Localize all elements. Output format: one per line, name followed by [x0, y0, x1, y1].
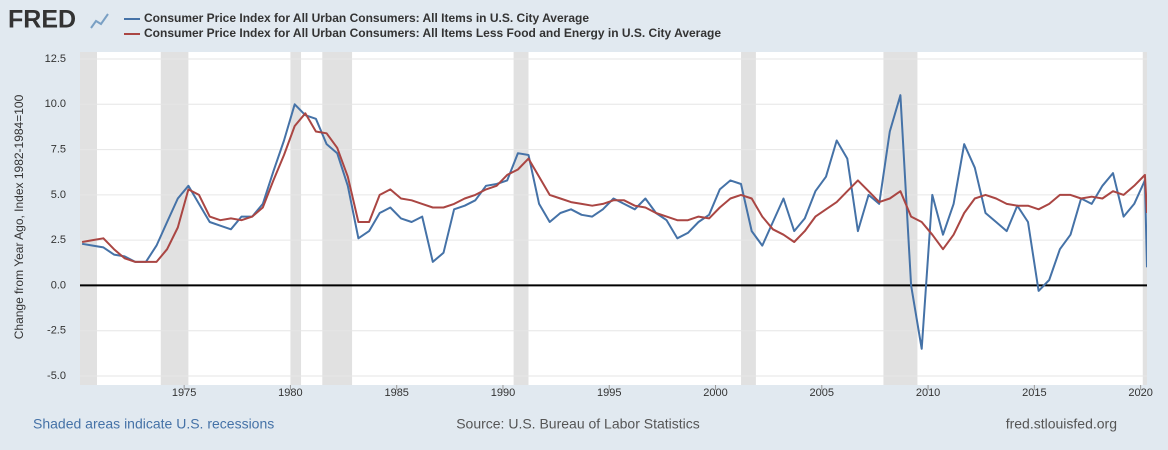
- x-tick-label: 1980: [278, 387, 302, 399]
- recession-band: [80, 52, 98, 385]
- plot-area: [80, 52, 1147, 385]
- x-tick-label: 2015: [1022, 387, 1046, 399]
- x-tick-label: 2000: [703, 387, 727, 399]
- legend-label: Consumer Price Index for All Urban Consu…: [144, 26, 721, 40]
- x-tick-label: 1995: [597, 387, 621, 399]
- series-line: [81, 112, 1147, 263]
- y-tick-label: 5.0: [51, 189, 66, 201]
- y-tick-label: 7.5: [51, 143, 66, 155]
- logo-icon: [90, 13, 109, 29]
- logo[interactable]: FRED: [8, 6, 76, 34]
- recession-band: [160, 52, 189, 385]
- y-axis-label: Change from Year Ago, Index 1982-1984=10…: [12, 94, 26, 339]
- x-tick-label: 2005: [810, 387, 834, 399]
- x-tick-label: 2020: [1128, 387, 1152, 399]
- y-tick-label: -5.0: [47, 370, 66, 382]
- recession-band: [322, 52, 353, 385]
- y-tick-label: 10.0: [45, 98, 66, 110]
- recession-band: [290, 52, 302, 385]
- website[interactable]: fred.stlouisfed.org: [1006, 416, 1117, 432]
- recession-band: [513, 52, 529, 385]
- grid: [80, 58, 1147, 377]
- x-tick-label: 1975: [172, 387, 196, 399]
- y-tick-label: 12.5: [45, 53, 66, 65]
- recession-note[interactable]: Shaded areas indicate U.S. recessions: [33, 416, 274, 432]
- legend-label: Consumer Price Index for All Urban Consu…: [144, 11, 589, 25]
- x-tick-label: 2010: [916, 387, 940, 399]
- source: Source: U.S. Bureau of Labor Statistics: [456, 416, 700, 432]
- lines: [81, 94, 1147, 350]
- y-tick-label: 2.5: [51, 234, 66, 246]
- y-tick-label: -2.5: [47, 325, 66, 337]
- x-tick-label: 1990: [491, 387, 515, 399]
- x-tick-label: 1985: [384, 387, 408, 399]
- y-tick-label: 0.0: [51, 279, 66, 291]
